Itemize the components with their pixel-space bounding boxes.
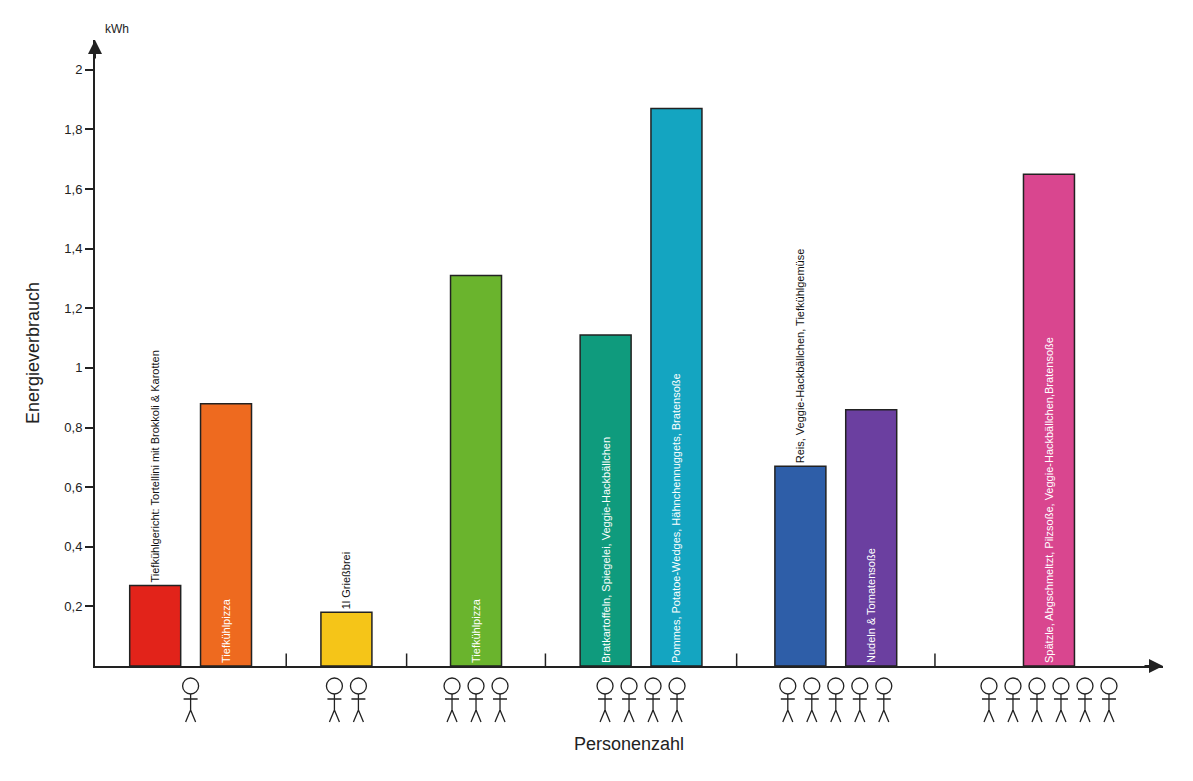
svg-text:Spätzle, Abgschmeltzt, Pilzsoß: Spätzle, Abgschmeltzt, Pilzsoße, Veggie-… [1043, 337, 1055, 663]
svg-text:1,8: 1,8 [64, 122, 82, 137]
svg-text:Energieverbrauch: Energieverbrauch [23, 282, 43, 424]
svg-text:2: 2 [75, 62, 82, 77]
svg-text:Personenzahl: Personenzahl [574, 734, 684, 754]
svg-text:Tiefkühlpizza: Tiefkühlpizza [470, 598, 482, 663]
svg-text:Reis, Veggie-Hackbällchen, Tie: Reis, Veggie-Hackbällchen, Tiefkühlgemüs… [794, 249, 806, 464]
svg-text:Tiefkühlpizza: Tiefkühlpizza [220, 598, 232, 663]
svg-text:Nudeln & Tomatensoße: Nudeln & Tomatensoße [865, 548, 877, 663]
svg-text:0,4: 0,4 [64, 539, 82, 554]
svg-text:1l Grießbrei: 1l Grießbrei [340, 552, 352, 609]
svg-text:1,2: 1,2 [64, 301, 82, 316]
svg-text:1,6: 1,6 [64, 182, 82, 197]
svg-text:Pommes, Potatoe-Wedges, Hähnch: Pommes, Potatoe-Wedges, Hähnchennuggets,… [670, 373, 682, 663]
svg-text:1: 1 [75, 360, 82, 375]
svg-text:Bratkartoffeln, Spiegelei, Veg: Bratkartoffeln, Spiegelei, Veggie-Hackbä… [600, 437, 612, 663]
svg-text:Tiefkühlgericht: Tortellini mi: Tiefkühlgericht: Tortellini mit Brokkoli… [149, 350, 161, 582]
svg-text:1,4: 1,4 [64, 241, 82, 256]
svg-text:0,8: 0,8 [64, 420, 82, 435]
svg-text:0,6: 0,6 [64, 480, 82, 495]
svg-text:0,2: 0,2 [64, 599, 82, 614]
svg-text:kWh: kWh [105, 22, 129, 36]
